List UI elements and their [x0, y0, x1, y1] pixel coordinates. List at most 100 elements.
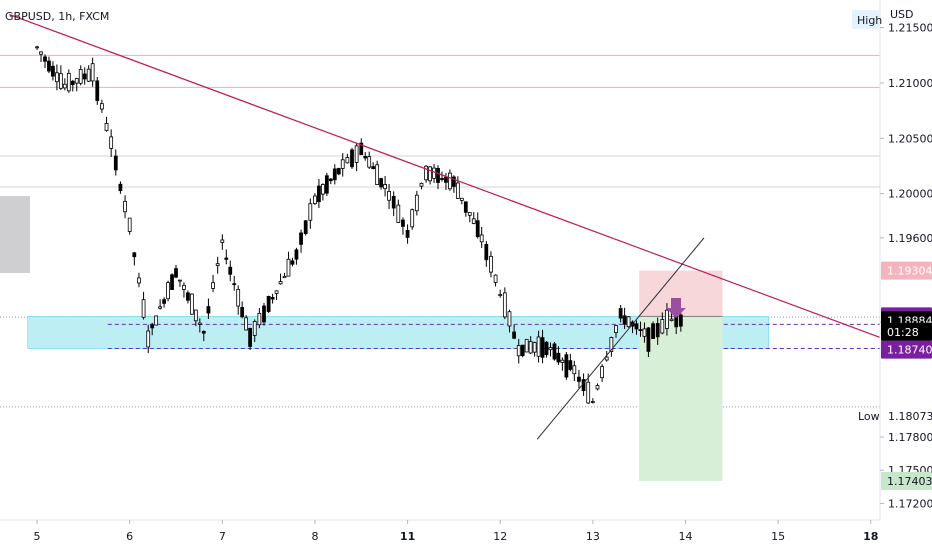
candle-body [166, 282, 170, 300]
price-tick-label: 1.17800 [888, 431, 932, 444]
candle-body [516, 345, 521, 357]
candle-body [387, 190, 391, 201]
candle-body [290, 260, 295, 265]
candle-body [197, 322, 202, 325]
candle-body [78, 69, 83, 84]
candle-body [540, 337, 545, 358]
candle-body [419, 182, 424, 187]
time-tick-label: 7 [219, 530, 226, 543]
candle-body [240, 307, 245, 318]
candle-body [489, 255, 493, 273]
candle-body [182, 284, 186, 290]
candle-body [170, 274, 174, 290]
price-tick-label: 1.17200 [888, 497, 932, 510]
price-axis[interactable] [880, 0, 932, 520]
time-tick-label: 5 [34, 530, 41, 543]
candle-body [424, 165, 428, 181]
candle-body [634, 323, 639, 330]
candle-body [82, 73, 87, 80]
candle-body [123, 200, 127, 213]
candle-body [655, 323, 660, 338]
candle-body [186, 292, 190, 301]
candle-body [95, 80, 100, 101]
candle-body [286, 258, 291, 277]
candle-body [660, 319, 665, 334]
time-tick-label: 6 [126, 530, 133, 543]
candle-body [493, 274, 498, 283]
candle-body [146, 330, 151, 348]
candle-body [332, 168, 337, 181]
candle-body [51, 65, 55, 77]
candle-body [336, 168, 341, 175]
candle-body [459, 197, 464, 201]
candle-body [266, 296, 271, 312]
candle-body [193, 309, 198, 322]
price-tick-label: 1.21000 [888, 77, 932, 90]
candle-body [577, 376, 581, 382]
time-axis[interactable] [0, 520, 932, 550]
candle-body [74, 78, 79, 84]
candle-body [614, 325, 618, 333]
high-marker: High [852, 10, 882, 29]
candle-body [62, 83, 67, 89]
time-tick-label: 12 [493, 530, 507, 543]
candle-body [432, 167, 436, 179]
candle-body [274, 290, 279, 294]
candle-body [257, 312, 262, 326]
price-badge-label: 1.17403 [887, 475, 932, 488]
price-tick-label: 1.19600 [888, 232, 932, 245]
candle-body [642, 328, 647, 337]
candle-body [375, 164, 380, 186]
candle-body [90, 63, 95, 82]
candle-body [428, 166, 432, 182]
candle-body [479, 234, 484, 243]
candle-body [100, 103, 104, 110]
candle-body [340, 159, 345, 169]
candle-body [303, 220, 308, 235]
candle-body [414, 194, 419, 212]
candle-body [556, 352, 561, 363]
candle-body [321, 184, 325, 195]
support-trendline [536, 237, 705, 440]
candle-body [43, 56, 47, 62]
candle-body [113, 155, 118, 171]
candle-body [544, 341, 549, 356]
price-axis-currency: USD [890, 8, 914, 21]
horizontal-lines-layer [0, 54, 880, 408]
candle-body [215, 263, 220, 266]
candle-body [564, 354, 569, 378]
candle-body [524, 338, 529, 353]
price-badge [881, 340, 932, 359]
candle-body [224, 257, 229, 260]
candle-body [354, 145, 359, 163]
candle-body [396, 204, 401, 223]
candle-body [39, 51, 43, 55]
candle-body [220, 239, 225, 243]
candle-body [520, 344, 525, 357]
candle-body [150, 324, 155, 329]
candle-body [651, 323, 655, 339]
candle-body [609, 337, 614, 352]
candle-body [262, 305, 266, 323]
price-tick-label: 1.21500 [888, 22, 932, 35]
candle-body [626, 316, 631, 328]
candle-body [568, 360, 573, 370]
candle-body [270, 297, 275, 300]
take-profit-zone [639, 316, 723, 481]
candle-body [252, 321, 257, 336]
candle-body [669, 318, 674, 321]
candle-body [278, 281, 283, 285]
plot-area[interactable] [0, 0, 880, 520]
candle-body [236, 288, 241, 307]
candle-body [618, 308, 623, 319]
candle-body [206, 306, 211, 314]
time-ticks-layer: 5 6 7 8 11 12 13 14 15 18 [34, 520, 878, 543]
low-marker-value: 1.18073 [888, 410, 932, 423]
candle-body [154, 315, 159, 326]
short-arrow-icon [666, 298, 686, 318]
candle-body [528, 341, 533, 354]
candle-body [536, 336, 541, 357]
time-tick-label: 15 [771, 530, 785, 543]
